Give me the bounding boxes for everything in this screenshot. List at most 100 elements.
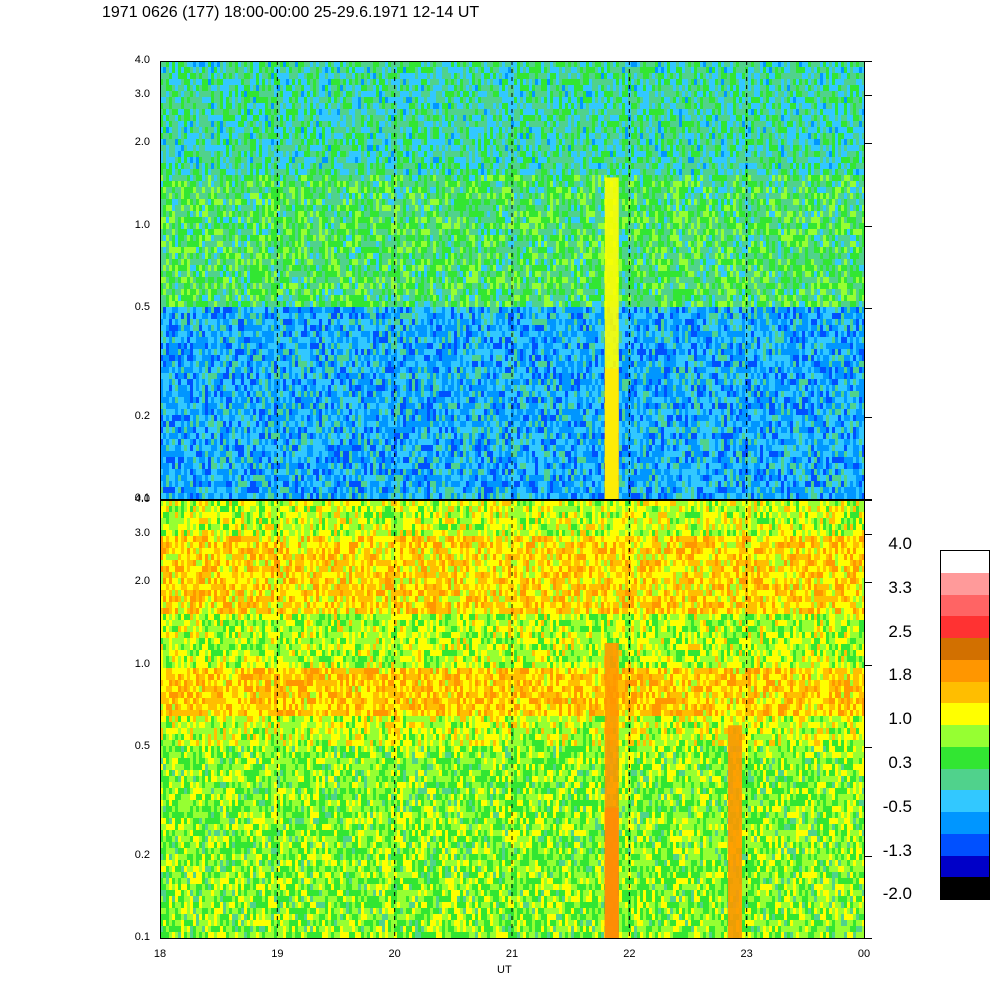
spectrogram-cell — [343, 349, 346, 355]
spectrogram-cell — [319, 127, 322, 133]
spectrogram-cell — [295, 313, 298, 319]
spectrogram-cell — [226, 109, 229, 115]
spectrogram-cell — [292, 481, 295, 487]
spectrogram-cell — [337, 331, 340, 337]
spectrogram-cell — [295, 379, 298, 385]
spectrogram-cell — [280, 337, 283, 343]
spectrogram-cell — [265, 253, 268, 259]
spectrogram-cell — [187, 337, 190, 343]
spectrogram-cell — [256, 355, 259, 361]
spectrogram-cell — [328, 265, 331, 271]
spectrogram-cell — [241, 169, 244, 175]
spectrogram-cell — [343, 253, 346, 259]
spectrogram-cell — [163, 283, 166, 289]
spectrogram-cell — [202, 373, 205, 379]
spectrogram-cell — [205, 181, 208, 187]
spectrogram-cell — [319, 157, 322, 163]
spectrogram-cell — [313, 259, 316, 265]
spectrogram-cell — [322, 61, 325, 67]
spectrogram-cell — [274, 115, 277, 121]
spectrogram-cell — [295, 283, 298, 289]
spectrogram-cell — [358, 175, 361, 181]
spectrogram-cell — [358, 427, 361, 433]
spectrogram-cell — [319, 403, 322, 409]
spectrogram-cell — [193, 157, 196, 163]
spectrogram-cell — [286, 67, 289, 73]
spectrogram-cell — [187, 223, 190, 229]
spectrogram-cell — [310, 163, 313, 169]
spectrogram-cell — [247, 457, 250, 463]
spectrogram-cell — [256, 475, 259, 481]
spectrogram-cell — [253, 463, 256, 469]
spectrogram-cell — [361, 445, 364, 451]
spectrogram-cell — [292, 85, 295, 91]
spectrogram-cell — [202, 127, 205, 133]
spectrogram-cell — [232, 379, 235, 385]
spectrogram-cell — [244, 439, 247, 445]
spectrogram-cell — [334, 235, 337, 241]
spectrogram-cell — [334, 229, 337, 235]
spectrogram-cell — [196, 337, 199, 343]
spectrogram-cell — [193, 241, 196, 247]
spectrogram-cell — [319, 253, 322, 259]
spectrogram-cell — [202, 139, 205, 145]
spectrogram-cell — [244, 259, 247, 265]
spectrogram-cell — [247, 271, 250, 277]
spectrogram-cell — [193, 115, 196, 121]
spectrogram-cell — [160, 457, 163, 463]
spectrogram-cell — [259, 91, 262, 97]
spectrogram-cell — [169, 175, 172, 181]
spectrogram-cell — [196, 127, 199, 133]
spectrogram-cell — [301, 229, 304, 235]
spectrogram-cell — [202, 145, 205, 151]
spectrogram-cell — [253, 325, 256, 331]
spectrogram-cell — [301, 403, 304, 409]
spectrogram-cell — [175, 325, 178, 331]
spectrogram-cell — [319, 133, 322, 139]
spectrogram-cell — [175, 469, 178, 475]
spectrogram-cell — [292, 493, 295, 499]
spectrogram-cell — [193, 109, 196, 115]
spectrogram-cell — [235, 277, 238, 283]
spectrogram-cell — [247, 97, 250, 103]
spectrogram-cell — [256, 217, 259, 223]
spectrogram-cell — [202, 337, 205, 343]
spectrogram-cell — [283, 301, 286, 307]
spectrogram-cell — [175, 277, 178, 283]
spectrogram-cell — [268, 91, 271, 97]
spectrogram-cell — [193, 229, 196, 235]
spectrogram-cell — [352, 277, 355, 283]
spectrogram-cell — [361, 415, 364, 421]
spectrogram-cell — [316, 367, 319, 373]
spectrogram-cell — [304, 97, 307, 103]
spectrogram-cell — [196, 61, 199, 67]
spectrogram-cell — [301, 427, 304, 433]
spectrogram-cell — [265, 349, 268, 355]
spectrogram-cell — [208, 151, 211, 157]
spectrogram-cell — [292, 289, 295, 295]
spectrogram-cell — [316, 61, 319, 67]
spectrogram-cell — [166, 451, 169, 457]
spectrogram-cell — [259, 427, 262, 433]
spectrogram-cell — [250, 157, 253, 163]
spectrogram-cell — [298, 331, 301, 337]
spectrogram-cell — [181, 283, 184, 289]
spectrogram-cell — [316, 283, 319, 289]
spectrogram-cell — [304, 163, 307, 169]
spectrogram-cell — [358, 85, 361, 91]
spectrogram-cell — [313, 475, 316, 481]
spectrogram-cell — [223, 463, 226, 469]
spectrogram-cell — [316, 187, 319, 193]
spectrogram-cell — [229, 109, 232, 115]
spectrogram-cell — [196, 481, 199, 487]
spectrogram-cell — [184, 169, 187, 175]
spectrogram-cell — [364, 211, 367, 217]
spectrogram-cell — [253, 181, 256, 187]
spectrogram-cell — [274, 337, 277, 343]
spectrogram-cell — [301, 379, 304, 385]
spectrogram-cell — [310, 259, 313, 265]
spectrogram-cell — [232, 79, 235, 85]
spectrogram-cell — [313, 97, 316, 103]
spectrogram-cell — [340, 91, 343, 97]
spectrogram-cell — [220, 355, 223, 361]
